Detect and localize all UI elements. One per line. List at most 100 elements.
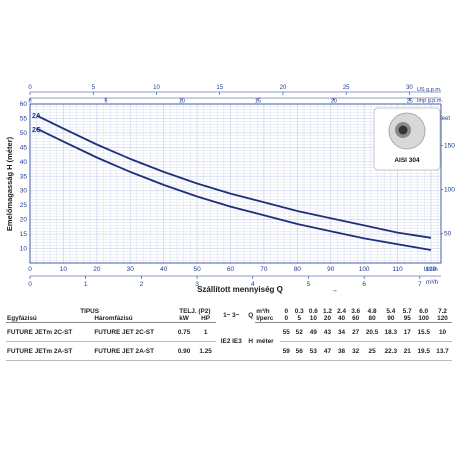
row2-h6: 25 (368, 347, 376, 355)
row1-kw: 0.75 (177, 328, 191, 336)
usgpm-tick-label: 20 (280, 85, 287, 91)
row2-single: FUTURE JETm 2A-ST (7, 347, 73, 355)
x-tick-label: 20 (93, 266, 101, 273)
x-tick-label: 0 (28, 266, 32, 273)
m3h-tick-label: 4 (251, 281, 255, 288)
usgpm-tick-label: 30 (406, 85, 413, 91)
y-tick-labels: 10 15 20 25 30 35 40 45 50 55 60 (20, 101, 28, 253)
row1-h0: 55 (282, 328, 290, 336)
row2-hp: 1.25 (199, 347, 212, 355)
curve-2c (36, 127, 432, 251)
m3h-tick-label: 5 (307, 281, 311, 288)
x-tick-label: 60 (227, 266, 235, 273)
y-axis-title: Emelőmagasság H (méter) (5, 136, 14, 231)
usgpm-tick-label: 25 (343, 85, 350, 91)
table-title: TIPUS (80, 308, 100, 315)
m3h-tick-label: 1 (84, 281, 88, 288)
ie2: IE2 (220, 337, 231, 345)
right-tick-label: 100 (444, 186, 455, 193)
h-head: H (248, 337, 253, 345)
impgpm-tick-label: 20 (331, 99, 337, 105)
m3h-3: 1.2 (323, 308, 332, 315)
m3h-0: 0 (284, 308, 289, 315)
right-unit-feet: feet (440, 116, 450, 122)
row2-h9: 19.5 (417, 347, 430, 355)
m3h-4: 2.4 (337, 308, 346, 315)
curves (36, 114, 432, 251)
row2-h0: 59 (282, 347, 290, 355)
m3h-8: 5.7 (402, 308, 412, 315)
m3h-2: 0.6 (308, 308, 318, 315)
usgpm-tick-label: 5 (92, 85, 96, 91)
single-phase-head: Egyfázisú (6, 315, 94, 323)
row1-h6: 20.5 (365, 328, 379, 336)
plot-grid (29, 103, 441, 264)
impgpm-tick-label: 5 (104, 99, 107, 105)
row1-h8: 17 (403, 328, 411, 336)
top-unit-impgpm: Imp g.p.m. (417, 98, 443, 104)
row2-h3: 47 (323, 347, 331, 355)
pump-curve-chart: 0 5 10 15 20 25 30 0 5 10 15 20 25 1015202530354045… (5, 85, 455, 294)
q-head: Q (248, 311, 254, 319)
impgpm-tick-label: 10 (179, 99, 185, 105)
row2-h10: 13.7 (436, 347, 449, 355)
row1-h9: 15.5 (417, 328, 430, 336)
usgpm-tick-label: 0 (28, 85, 32, 91)
lperc-1: 5 (292, 315, 307, 323)
lperc-7: 90 (381, 315, 401, 323)
row1-h2: 49 (309, 328, 317, 336)
x-axis-title-arrow: → (331, 287, 338, 294)
usgpm-tick-label: 10 (153, 85, 160, 91)
impgpm-tick-label: 15 (255, 99, 261, 105)
three-phase-head: Háromfázisú (93, 315, 174, 323)
m3h-tick-label: 0 (28, 281, 32, 288)
meter-label: méter (256, 338, 274, 345)
row2-h4: 38 (338, 347, 346, 355)
m3h-tick-labels: 0 1 2 3 4 5 6 7 (28, 275, 441, 288)
m3h-tick-label: 2 (140, 281, 144, 288)
y-tick-label: 30 (20, 188, 28, 195)
m3h-6: 4.8 (367, 308, 377, 315)
top-unit-usgpm: US g.p.m. (417, 87, 442, 93)
y-tick-label: 20 (20, 217, 28, 224)
lperc-5: 60 (348, 315, 363, 323)
x-tick-label: 10 (60, 266, 68, 273)
x-tick-label: 120 (426, 266, 437, 273)
row1-h1: 52 (295, 328, 303, 336)
row2-h2: 53 (309, 347, 317, 355)
row2-h5: 32 (352, 347, 360, 355)
image-label-aisi: AISI 304 (394, 157, 420, 164)
spec-table: TIPUS TELJ. (P2) 1~ 3~ Q m³/h 0 0.3 0.6 … (6, 308, 452, 361)
lperc-3: 20 (320, 315, 335, 323)
row1-h5: 27 (352, 328, 360, 336)
row2-h7: 22.3 (384, 347, 398, 355)
y-tick-label: 40 (20, 159, 28, 166)
row1-hp: 1 (203, 328, 208, 336)
x-tick-label: 80 (294, 266, 302, 273)
m3h-label: m³/h (256, 308, 270, 315)
m3h-tick-label: 7 (418, 281, 422, 288)
row2-h1: 56 (295, 347, 303, 355)
row1-single: FUTURE JETm 2C-ST (7, 328, 73, 336)
y-tick-label: 60 (20, 101, 28, 108)
ie-cell: IE2 IE3 (216, 323, 246, 361)
m3h-7: 5.4 (386, 308, 396, 315)
y-tick-label: 55 (20, 115, 28, 122)
m3h-tick-label: 6 (362, 281, 366, 288)
lperc-label: l/perc (255, 315, 281, 323)
row1-h3: 43 (323, 328, 331, 336)
x-tick-label: 100 (359, 266, 370, 273)
lperc-2: 10 (306, 315, 321, 323)
plot-frame (29, 103, 442, 264)
kw-head: kW (173, 315, 195, 323)
row1-h10: 10 (438, 328, 447, 336)
y-tick-label: 35 (20, 173, 28, 180)
lperc-0: 0 (280, 315, 293, 323)
m3h-10: 7.2 (438, 308, 447, 315)
right-tick-label: 150 (444, 142, 455, 149)
lperc-6: 80 (362, 315, 382, 323)
x-tick-label: 50 (193, 266, 201, 273)
y-tick-label: 50 (20, 130, 28, 137)
m3h-5: 3.6 (351, 308, 361, 315)
x-unit-lmin: l/min (424, 266, 438, 273)
